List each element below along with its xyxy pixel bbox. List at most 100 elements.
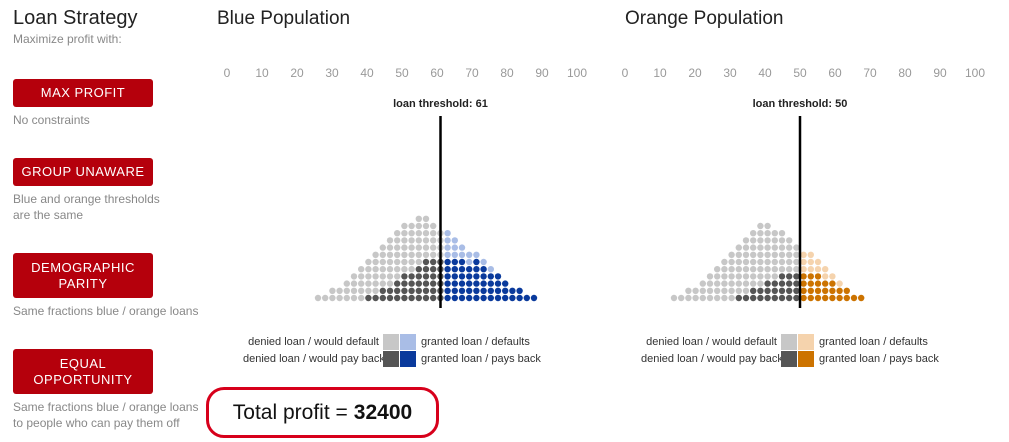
person-dot — [742, 273, 750, 280]
person-dot — [372, 251, 379, 258]
person-dot — [422, 230, 430, 237]
person-dot — [807, 273, 814, 280]
person-dot — [422, 237, 430, 244]
axis-tick-label: 100 — [965, 66, 985, 80]
total-profit-value: 32400 — [353, 400, 413, 424]
group-unaware-button[interactable]: GROUP UNAWARE — [13, 158, 153, 186]
person-dot — [807, 258, 814, 266]
person-dot — [444, 273, 451, 280]
person-dot — [757, 266, 764, 273]
person-dot — [793, 266, 800, 273]
person-dot — [786, 287, 793, 294]
person-dot — [764, 280, 771, 287]
person-dot — [473, 294, 480, 302]
person-dot — [401, 251, 408, 258]
person-dot — [814, 258, 822, 266]
person-dot — [350, 273, 358, 280]
legend-granted-default: granted loan / defaults — [819, 336, 928, 348]
person-dot — [480, 287, 487, 294]
person-dot — [814, 273, 822, 280]
person-dot — [379, 287, 386, 294]
person-dot — [850, 294, 858, 302]
person-dot — [721, 258, 728, 266]
person-dot — [502, 287, 509, 294]
person-dot — [721, 280, 728, 287]
person-dot — [343, 294, 350, 302]
person-dot — [735, 287, 742, 294]
blue-population-title: Blue Population — [217, 8, 351, 29]
axis-tick-label: 10 — [653, 66, 667, 80]
equal-opportunity-description: Same fractions blue / orange loans to pe… — [13, 400, 199, 430]
person-dot — [430, 230, 437, 237]
person-dot — [473, 273, 480, 280]
person-dot — [480, 273, 487, 280]
person-dot — [466, 287, 473, 294]
person-dot — [314, 294, 322, 302]
person-dot — [379, 280, 386, 287]
person-dot — [771, 294, 778, 302]
person-dot — [430, 251, 437, 258]
person-dot — [742, 237, 750, 244]
person-dot — [415, 244, 422, 251]
axis-tick-label: 100 — [567, 66, 587, 80]
person-dot — [444, 258, 451, 266]
total-profit-label: Total profit = — [232, 400, 348, 424]
axis-tick-label: 20 — [290, 66, 304, 80]
person-dot — [706, 294, 714, 302]
person-dot — [750, 230, 757, 237]
person-dot — [786, 244, 793, 251]
person-dot — [786, 237, 793, 244]
person-dot — [685, 287, 692, 294]
person-dot — [764, 294, 771, 302]
person-dot — [714, 280, 721, 287]
person-dot — [678, 294, 685, 302]
person-dot — [394, 287, 401, 294]
person-dot — [394, 230, 401, 237]
person-dot — [451, 273, 458, 280]
person-dot — [386, 280, 394, 287]
person-dot — [721, 273, 728, 280]
person-dot — [822, 287, 829, 294]
person-dot — [793, 244, 800, 251]
person-dot — [466, 251, 473, 258]
person-dot — [502, 280, 509, 287]
axis-tick-label: 80 — [898, 66, 912, 80]
person-dot — [444, 294, 451, 302]
person-dot — [358, 266, 365, 273]
person-dot — [523, 294, 530, 302]
person-dot — [786, 266, 793, 273]
person-dot — [786, 294, 793, 302]
blue-population-chart[interactable]: 0 10 20 30 40 50 60 70 80 90 100 loan threshold: 61 — [210, 60, 600, 310]
person-dot — [458, 266, 466, 273]
person-dot — [372, 258, 379, 266]
person-dot — [401, 294, 408, 302]
swatch-granted-default — [798, 334, 814, 350]
orange-population-chart[interactable]: 0 10 20 30 40 50 60 70 80 90 100 loan threshold: 50 — [608, 60, 998, 310]
demographic-parity-button[interactable]: DEMOGRAPHIC PARITY — [13, 253, 153, 298]
equal-opportunity-button[interactable]: EQUAL OPPORTUNITY — [13, 349, 153, 394]
person-dot — [699, 287, 706, 294]
strategy-group-unaware: GROUP UNAWARE Blue and orange thresholds… — [13, 158, 173, 223]
person-dot — [750, 244, 757, 251]
person-dot — [750, 280, 757, 287]
person-dot — [444, 251, 451, 258]
person-dot — [401, 280, 408, 287]
person-dot — [408, 287, 415, 294]
person-dot — [422, 273, 430, 280]
person-dot — [372, 266, 379, 273]
person-dot — [444, 237, 451, 244]
person-dot — [757, 258, 764, 266]
person-dot — [822, 266, 829, 273]
person-dot — [757, 230, 764, 237]
person-dot — [800, 280, 807, 287]
max-profit-button[interactable]: MAX PROFIT — [13, 79, 153, 107]
person-dot — [750, 294, 757, 302]
person-dot — [401, 273, 408, 280]
person-dot — [800, 266, 807, 273]
person-dot — [473, 251, 480, 258]
axis-tick-label: 0 — [622, 66, 629, 80]
person-dot — [778, 280, 786, 287]
person-dot — [706, 287, 714, 294]
person-dot — [793, 258, 800, 266]
person-dot — [516, 294, 523, 302]
